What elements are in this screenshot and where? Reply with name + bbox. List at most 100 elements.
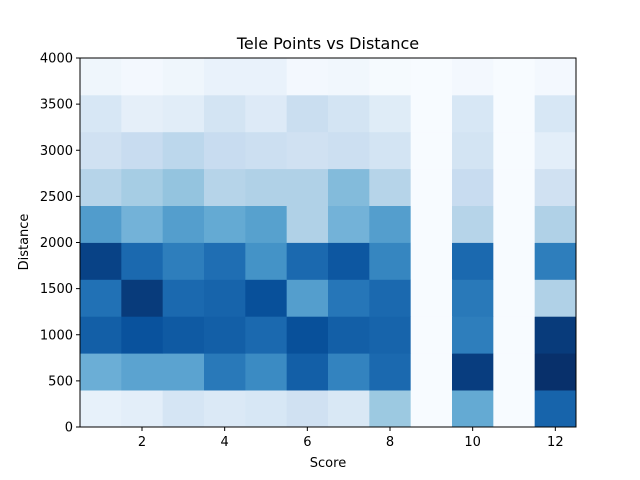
- heatmap-cell: [534, 279, 577, 317]
- heatmap-cell: [493, 168, 536, 206]
- heatmap-cell: [452, 316, 494, 354]
- heatmap-cell: [245, 242, 288, 280]
- heatmap-cell: [286, 168, 329, 206]
- heatmap-cell: [493, 390, 536, 428]
- y-tick-label: 2500: [40, 190, 73, 205]
- heatmap-cell: [286, 205, 329, 243]
- heatmap-cell: [121, 390, 164, 428]
- heatmap-cell: [493, 353, 536, 391]
- heatmap-cell: [162, 390, 205, 428]
- heatmap-cell: [534, 353, 577, 391]
- heatmap-cell: [493, 58, 536, 96]
- heatmap-cell: [80, 390, 122, 428]
- y-tick-label: 0: [65, 421, 73, 436]
- heatmap-cell: [369, 279, 412, 317]
- y-tick-label: 500: [48, 374, 73, 389]
- heatmap-cell: [245, 390, 288, 428]
- heatmap-cell: [204, 279, 246, 317]
- heatmap-cell: [328, 279, 370, 317]
- heatmap-cell: [121, 168, 164, 206]
- heatmap-cell: [452, 205, 494, 243]
- heatmap-cell: [80, 316, 122, 354]
- y-axis-label: Distance: [17, 214, 32, 271]
- heatmap-cell: [80, 58, 122, 96]
- heatmap-cell: [410, 168, 453, 206]
- heatmap-cell: [121, 94, 164, 133]
- heatmap-cell: [245, 353, 288, 391]
- heatmap-cell: [410, 131, 453, 170]
- heatmap-cell: [80, 94, 122, 133]
- heatmap-cell: [245, 58, 288, 96]
- heatmap-cell: [204, 131, 246, 170]
- heatmap-cell: [162, 242, 205, 280]
- heatmap-cell: [328, 168, 370, 206]
- heatmap-cell: [369, 94, 412, 133]
- heatmap-cell: [493, 242, 536, 280]
- heatmap-cell: [328, 205, 370, 243]
- heatmap-cell: [369, 242, 412, 280]
- heatmap-cell: [162, 205, 205, 243]
- chart-title: Tele Points vs Distance: [236, 34, 419, 53]
- heatmap-cell: [410, 353, 453, 391]
- y-tick-label: 4000: [40, 52, 73, 67]
- heatmap-cell: [286, 58, 329, 96]
- heatmap-cell: [245, 316, 288, 354]
- heatmap-cell: [245, 131, 288, 170]
- heatmap-cell: [328, 316, 370, 354]
- heatmap-cell: [162, 316, 205, 354]
- heatmap-cell: [121, 131, 164, 170]
- heatmap-cell: [245, 279, 288, 317]
- heatmap-cell: [245, 94, 288, 133]
- heatmap-cell: [162, 353, 205, 391]
- heatmap-cell: [286, 131, 329, 170]
- heatmap-cell: [328, 58, 370, 96]
- heatmap-cell: [369, 168, 412, 206]
- heatmap-cell: [328, 390, 370, 428]
- x-tick-label: 4: [221, 435, 229, 450]
- y-tick-label: 3500: [40, 98, 73, 113]
- heatmap-cell: [80, 168, 122, 206]
- heatmap-cell: [493, 205, 536, 243]
- heatmap-cell: [493, 279, 536, 317]
- heatmap-cell: [80, 242, 122, 280]
- heatmap-cell: [410, 94, 453, 133]
- heatmap-cell: [245, 168, 288, 206]
- x-tick-label: 12: [547, 435, 564, 450]
- heatmap-cell: [204, 205, 246, 243]
- heatmap-cell: [80, 353, 122, 391]
- heatmap-cell: [245, 205, 288, 243]
- heatmap-cell: [80, 205, 122, 243]
- x-axis-label: Score: [310, 456, 346, 471]
- x-tick-label: 6: [303, 435, 311, 450]
- heatmap-cell: [162, 94, 205, 133]
- x-tick-label: 10: [464, 435, 481, 450]
- heatmap-cell: [121, 279, 164, 317]
- heatmap-cell: [493, 94, 536, 133]
- heatmap-cell: [162, 131, 205, 170]
- x-axis: 2 4 6 8 10 12: [138, 427, 564, 450]
- heatmap-cell: [80, 131, 122, 170]
- heatmap-cell: [204, 316, 246, 354]
- heatmap-cell: [534, 131, 577, 170]
- heatmap-cell: [452, 168, 494, 206]
- heatmap-cell: [328, 94, 370, 133]
- heatmap-cell: [328, 353, 370, 391]
- heatmap-cell: [328, 242, 370, 280]
- heatmap-cell: [328, 131, 370, 170]
- heatmap-cell: [162, 168, 205, 206]
- heatmap-cell: [204, 353, 246, 391]
- heatmap-cell: [286, 316, 329, 354]
- heatmap-cell: [452, 58, 494, 96]
- heatmap-cell: [410, 242, 453, 280]
- heatmap-cell: [204, 390, 246, 428]
- heatmap-cell: [369, 353, 412, 391]
- heatmap-cell: [534, 94, 577, 133]
- y-tick-label: 2000: [40, 236, 73, 251]
- heatmap-cell: [286, 353, 329, 391]
- y-tick-label: 1500: [40, 282, 73, 297]
- heatmap-cell: [162, 279, 205, 317]
- heatmap-cell: [286, 279, 329, 317]
- heatmap-cell: [369, 316, 412, 354]
- y-axis: 0 500 1000 1500 2000 2500 3000 3500 4000: [40, 52, 80, 436]
